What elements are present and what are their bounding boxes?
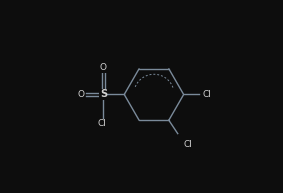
Text: O: O <box>78 90 85 99</box>
Text: S: S <box>100 90 107 100</box>
Text: Cl: Cl <box>203 90 212 99</box>
Text: Cl: Cl <box>98 119 106 128</box>
Text: O: O <box>100 63 107 72</box>
Text: Cl: Cl <box>184 140 192 148</box>
